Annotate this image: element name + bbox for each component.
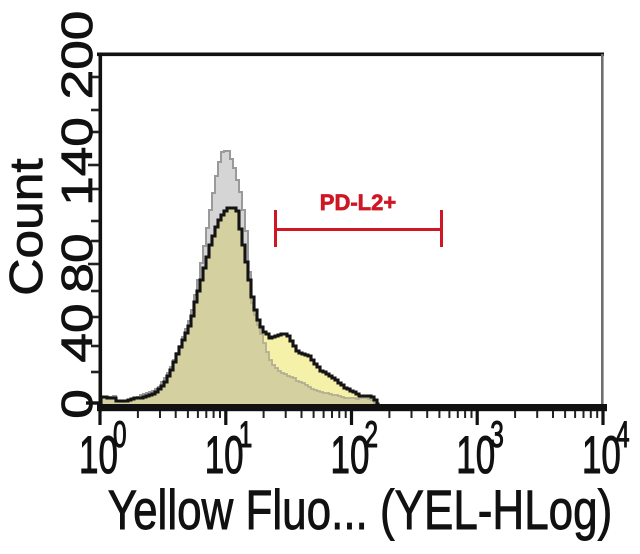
svg-text:0: 0: [113, 414, 127, 455]
svg-text:40: 40: [53, 303, 102, 362]
svg-text:0: 0: [53, 389, 102, 419]
svg-text:10: 10: [205, 425, 244, 485]
svg-text:PD-L2+: PD-L2+: [320, 190, 396, 215]
svg-text:Yellow Fluo... (YEL-HLog): Yellow Fluo... (YEL-HLog): [108, 478, 612, 541]
svg-text:Count: Count: [1, 158, 52, 296]
svg-text:1: 1: [239, 414, 253, 455]
svg-text:10: 10: [582, 425, 621, 485]
svg-text:200: 200: [53, 11, 102, 100]
svg-text:10: 10: [79, 425, 118, 485]
svg-text:140: 140: [53, 117, 102, 206]
svg-text:10: 10: [331, 425, 370, 485]
svg-text:80: 80: [53, 233, 102, 292]
svg-text:4: 4: [616, 414, 630, 455]
svg-text:3: 3: [490, 414, 504, 455]
svg-text:2: 2: [365, 414, 379, 455]
svg-text:10: 10: [456, 425, 495, 485]
